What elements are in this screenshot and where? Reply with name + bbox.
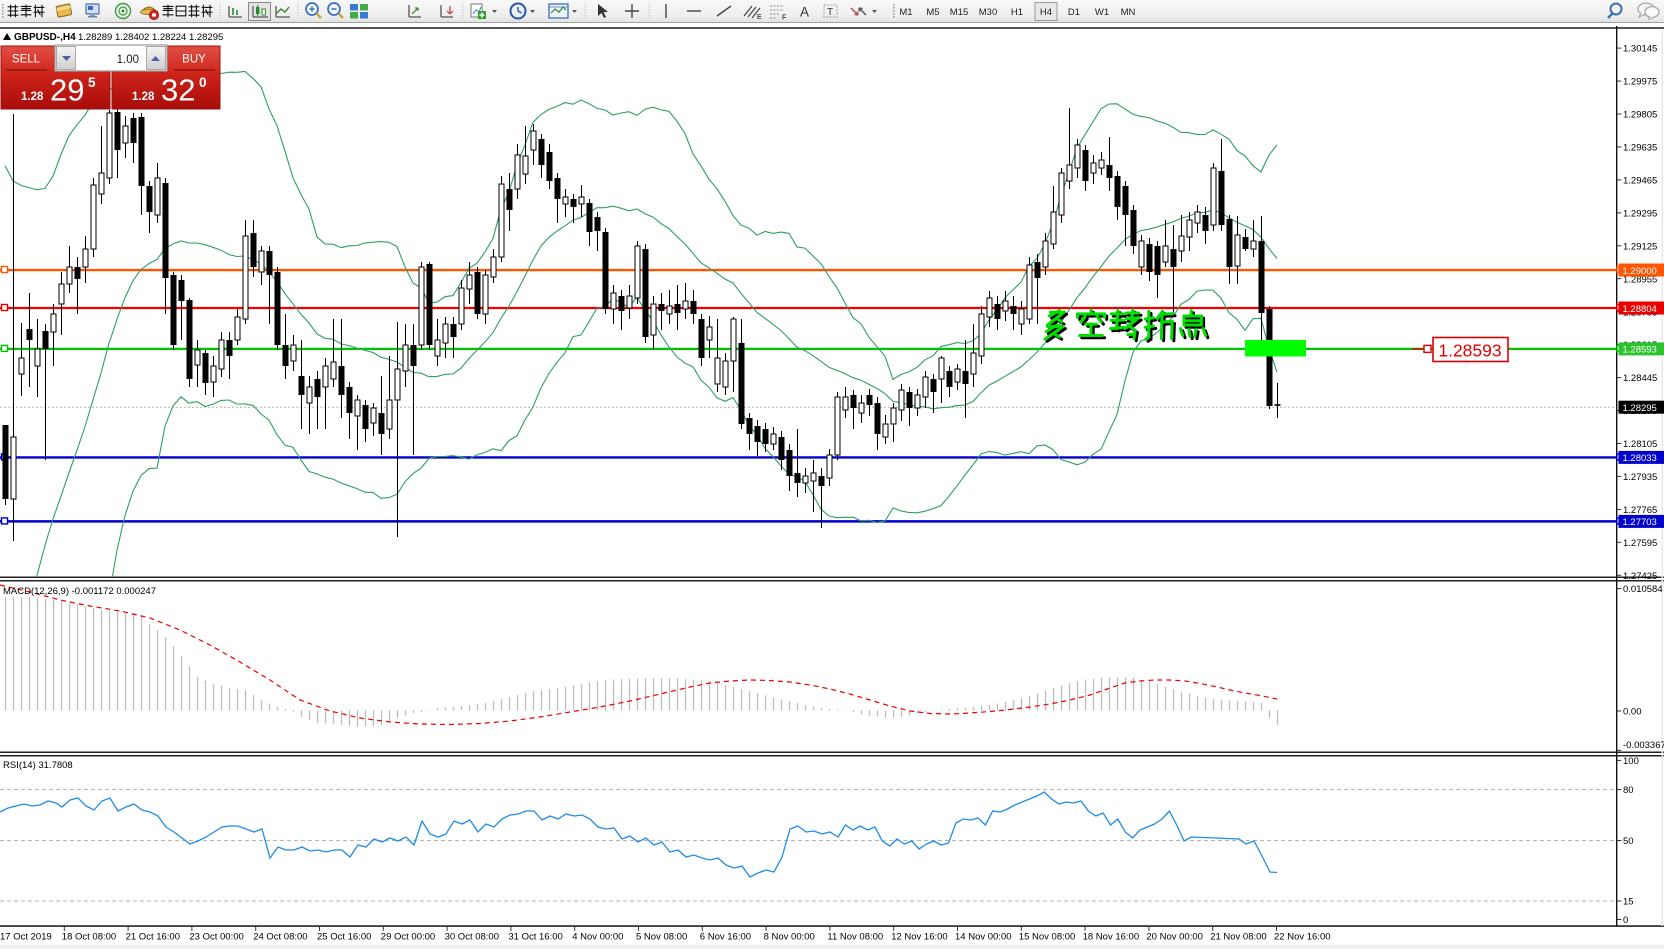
svg-text:M5: M5 xyxy=(926,7,939,18)
svg-text:1.28804: 1.28804 xyxy=(1623,304,1657,315)
svg-text:A: A xyxy=(800,5,809,20)
svg-text:6 Nov 16:00: 6 Nov 16:00 xyxy=(700,932,751,943)
svg-text:1.28105: 1.28105 xyxy=(1623,439,1657,450)
svg-text:17 Oct 2019: 17 Oct 2019 xyxy=(0,932,52,943)
svg-text:1.28593: 1.28593 xyxy=(1623,345,1657,356)
svg-text:1.29975: 1.29975 xyxy=(1623,77,1657,88)
svg-text:GBPUSD-,H4: GBPUSD-,H4 xyxy=(14,32,76,43)
svg-text:BUY: BUY xyxy=(182,54,206,66)
svg-text:1.00: 1.00 xyxy=(117,54,139,66)
svg-text:M30: M30 xyxy=(979,7,997,18)
svg-text:1.29635: 1.29635 xyxy=(1623,143,1657,154)
svg-text:1.29125: 1.29125 xyxy=(1623,241,1657,252)
svg-text:T: T xyxy=(827,7,833,18)
svg-text:1.29000: 1.29000 xyxy=(1623,266,1657,277)
svg-text:29 Oct 00:00: 29 Oct 00:00 xyxy=(381,932,435,943)
svg-text:22 Nov 16:00: 22 Nov 16:00 xyxy=(1274,932,1331,943)
svg-text:1.28033: 1.28033 xyxy=(1623,453,1657,464)
svg-text:50: 50 xyxy=(1623,836,1634,847)
svg-text:1.28593: 1.28593 xyxy=(1438,341,1501,361)
svg-text:1.28955: 1.28955 xyxy=(1623,274,1657,285)
svg-text:0.00: 0.00 xyxy=(1623,707,1642,718)
svg-text:1.28: 1.28 xyxy=(21,91,44,103)
svg-text:1.27703: 1.27703 xyxy=(1623,517,1657,528)
svg-text:14 Nov 00:00: 14 Nov 00:00 xyxy=(955,932,1012,943)
svg-text:W1: W1 xyxy=(1095,7,1109,18)
svg-text:31 Oct 16:00: 31 Oct 16:00 xyxy=(508,932,562,943)
svg-text:20 Nov 00:00: 20 Nov 00:00 xyxy=(1146,932,1203,943)
svg-text:1.28445: 1.28445 xyxy=(1623,373,1657,384)
svg-text:MACD(12,26,9) -0.001172 0.0002: MACD(12,26,9) -0.001172 0.000247 xyxy=(3,586,156,597)
svg-text:1.28: 1.28 xyxy=(132,91,155,103)
svg-text:1.27765: 1.27765 xyxy=(1623,505,1657,516)
svg-text:F: F xyxy=(782,15,786,22)
svg-text:0: 0 xyxy=(199,75,207,90)
svg-text:5: 5 xyxy=(88,75,96,90)
svg-text:15: 15 xyxy=(1623,897,1634,908)
svg-text:MN: MN xyxy=(1121,7,1136,18)
svg-text:80: 80 xyxy=(1623,785,1634,796)
svg-text:32: 32 xyxy=(161,73,195,108)
svg-text:8 Nov 00:00: 8 Nov 00:00 xyxy=(764,932,815,943)
svg-text:-0.003367: -0.003367 xyxy=(1623,740,1664,751)
svg-text:1.28289 1.28402 1.28224 1.2829: 1.28289 1.28402 1.28224 1.28295 xyxy=(78,32,223,43)
svg-text:5 Nov 08:00: 5 Nov 08:00 xyxy=(636,932,687,943)
svg-text:29: 29 xyxy=(50,73,84,108)
svg-text:D1: D1 xyxy=(1068,7,1080,18)
svg-text:24 Oct 08:00: 24 Oct 08:00 xyxy=(253,932,307,943)
svg-text:25 Oct 16:00: 25 Oct 16:00 xyxy=(317,932,371,943)
svg-text:H4: H4 xyxy=(1040,7,1052,18)
svg-text:1.29465: 1.29465 xyxy=(1623,176,1657,187)
svg-text:1.28295: 1.28295 xyxy=(1623,403,1657,414)
svg-text:1.27595: 1.27595 xyxy=(1623,538,1657,549)
svg-text:18 Oct 08:00: 18 Oct 08:00 xyxy=(62,932,116,943)
svg-text:M15: M15 xyxy=(950,7,968,18)
svg-text:1.29295: 1.29295 xyxy=(1623,209,1657,220)
svg-text:0.010584: 0.010584 xyxy=(1623,584,1663,595)
svg-text:1.27935: 1.27935 xyxy=(1623,472,1657,483)
svg-text:SELL: SELL xyxy=(12,54,41,66)
svg-text:23 Oct 00:00: 23 Oct 00:00 xyxy=(189,932,243,943)
svg-text:1.29805: 1.29805 xyxy=(1623,110,1657,121)
svg-text:21 Nov 08:00: 21 Nov 08:00 xyxy=(1210,932,1267,943)
svg-text:100: 100 xyxy=(1623,756,1639,767)
svg-text:E: E xyxy=(757,14,762,21)
svg-text:RSI(14) 31.7808: RSI(14) 31.7808 xyxy=(3,760,73,771)
svg-text:0: 0 xyxy=(1623,915,1628,926)
svg-text:18 Nov 16:00: 18 Nov 16:00 xyxy=(1083,932,1140,943)
svg-text:M1: M1 xyxy=(899,7,912,18)
svg-text:1.27425: 1.27425 xyxy=(1623,571,1657,582)
svg-text:21 Oct 16:00: 21 Oct 16:00 xyxy=(126,932,180,943)
svg-text:30 Oct 08:00: 30 Oct 08:00 xyxy=(445,932,499,943)
svg-text:H1: H1 xyxy=(1011,7,1023,18)
svg-text:15 Nov 08:00: 15 Nov 08:00 xyxy=(1019,932,1076,943)
svg-text:1.30145: 1.30145 xyxy=(1623,44,1657,55)
svg-text:11 Nov 08:00: 11 Nov 08:00 xyxy=(827,932,883,943)
svg-text:4 Nov 00:00: 4 Nov 00:00 xyxy=(572,932,623,943)
svg-text:12 Nov 16:00: 12 Nov 16:00 xyxy=(891,932,948,943)
